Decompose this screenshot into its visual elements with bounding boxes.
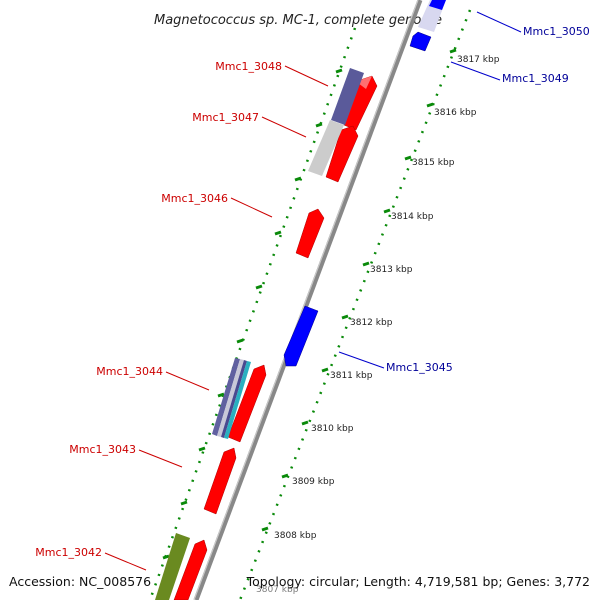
gene-arrow-mmc1-3048-shade — [358, 76, 372, 89]
accession-text: Accession: NC_008576 — [9, 574, 151, 589]
left-track-major-ticks — [162, 68, 343, 560]
gene-label-mmc1-3047[interactable]: Mmc1_3047 — [192, 111, 259, 124]
gene-labels: Mmc1_3050 Mmc1_3049 Mmc1_3048 Mmc1_3047 … — [35, 11, 590, 571]
block-gray-3047 — [308, 120, 344, 176]
tick-label: 3809 kbp — [292, 477, 335, 487]
tick-label: 3814 kbp — [391, 212, 434, 222]
feature-blocks — [155, 68, 364, 600]
tick-label: 3810 kbp — [311, 424, 354, 434]
gene-label-mmc1-3044[interactable]: Mmc1_3044 — [96, 365, 163, 378]
tick-label: 3811 kbp — [330, 371, 373, 381]
tick-label: 3817 kbp — [457, 55, 500, 65]
gene-label-mmc1-3043[interactable]: Mmc1_3043 — [69, 443, 136, 456]
gene-label-mmc1-3050[interactable]: Mmc1_3050 — [523, 25, 590, 38]
gene-label-mmc1-3049[interactable]: Mmc1_3049 — [502, 72, 569, 85]
tick-label: 3813 kbp — [370, 265, 413, 275]
block-gray-3044 — [217, 359, 244, 437]
gene-arrow-mmc1-3049[interactable] — [409, 31, 432, 52]
gene-label-mmc1-3048[interactable]: Mmc1_3048 — [215, 60, 282, 73]
tick-label: 3807 kbp — [256, 585, 299, 595]
gene-arrow-mmc1-3045[interactable] — [283, 305, 319, 367]
tick-label: 3815 kbp — [412, 158, 455, 168]
block-purple-3048 — [331, 68, 364, 125]
gene-arrow-mmc1-3046[interactable] — [295, 208, 325, 259]
tick-labels: 3817 kbp 3816 kbp 3815 kbp 3814 kbp 3813… — [256, 48, 500, 595]
gene-arrow-mmc1-3050-body — [429, 0, 446, 10]
gene-arrow-mmc1-3043[interactable] — [203, 447, 237, 515]
gene-label-mmc1-3042[interactable]: Mmc1_3042 — [35, 546, 102, 559]
block-purple-3044b — [221, 360, 247, 438]
tick-label: 3812 kbp — [350, 318, 393, 328]
genome-backbone-highlight — [193, 0, 419, 600]
block-olive-3042 — [155, 533, 190, 600]
genome-backbone — [193, 0, 423, 600]
gene-arrow-mmc1-3042[interactable] — [173, 539, 208, 600]
tick-label: 3808 kbp — [274, 531, 317, 541]
gene-arrow-mmc1-3047[interactable] — [325, 125, 359, 183]
map-title: Magnetococcus sp. MC-1, complete genome — [154, 13, 442, 28]
block-purple-3044a — [212, 358, 240, 436]
reverse-genes — [283, 0, 446, 367]
gene-label-mmc1-3046[interactable]: Mmc1_3046 — [161, 192, 228, 205]
forward-genes — [173, 75, 378, 600]
gene-arrow-mmc1-3044[interactable] — [227, 364, 267, 443]
gene-label-mmc1-3045[interactable]: Mmc1_3045 — [386, 361, 453, 374]
topology-text: Topology: circular; Length: 4,719,581 bp… — [246, 574, 590, 589]
block-teal-3044 — [224, 361, 251, 439]
tick-label: 3816 kbp — [434, 108, 477, 118]
